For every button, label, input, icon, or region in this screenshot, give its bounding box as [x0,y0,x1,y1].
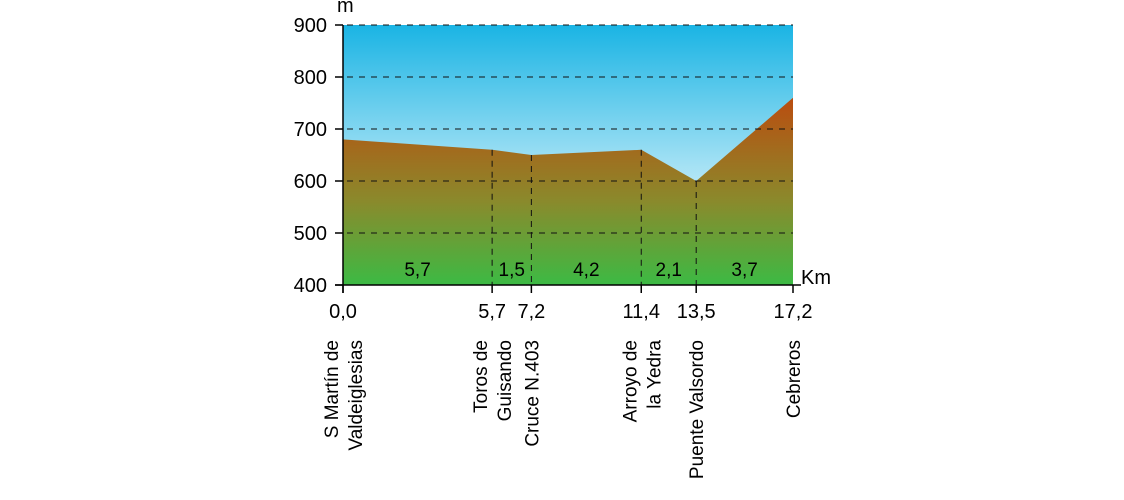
x-tick-label: 17,2 [774,301,813,323]
elevation-area [343,97,793,285]
y-tick-label: 500 [294,223,327,245]
y-tick-label: 700 [294,119,327,141]
place-label: Cruce N.403 [522,340,543,447]
x-axis-unit-label: Km [801,267,831,289]
y-tick-label: 600 [294,171,327,193]
segment-distance-label: 2,1 [656,260,682,281]
segment-distance-label: 5,7 [404,260,430,281]
x-tick-label: 13,5 [677,301,716,323]
y-tick-label: 400 [294,275,327,297]
x-tick-labels: 0,0 5,7 7,2 11,4 13,5 17,2 [329,301,812,323]
x-tick-label: 11,4 [623,301,660,323]
place-label: Puente Valsordo [687,340,708,479]
place-label: Guisando [495,340,516,421]
place-labels: S Martín de Valdeiglesias Toros de Guisando… [322,340,805,480]
y-tick-label: 800 [294,67,327,89]
place-label: Arroyo de [620,340,641,422]
place-label: Valdeiglesias [346,340,367,451]
place-label: Cebreros [784,340,805,418]
x-tick-label: 0,0 [329,301,357,323]
place-label: S Martín de [322,340,343,438]
place-label: la Yedra [644,340,665,409]
y-axis-unit-label: m [337,0,354,17]
segment-distance-label: 4,2 [573,260,599,281]
x-tick-label: 5,7 [478,301,506,323]
segment-distance-label: 1,5 [499,260,525,281]
segment-distance-label: 3,7 [731,260,757,281]
y-tick-label: 900 [294,15,327,37]
place-label: Toros de [471,340,492,413]
y-tick-labels: 400 500 600 700 800 900 [294,15,327,297]
x-tick-label: 7,2 [517,301,545,323]
waypoint-lines [491,149,697,285]
gridlines [335,24,793,234]
axes [335,24,801,293]
segment-distance-labels: 5,7 1,5 4,2 2,1 3,7 [404,260,757,281]
